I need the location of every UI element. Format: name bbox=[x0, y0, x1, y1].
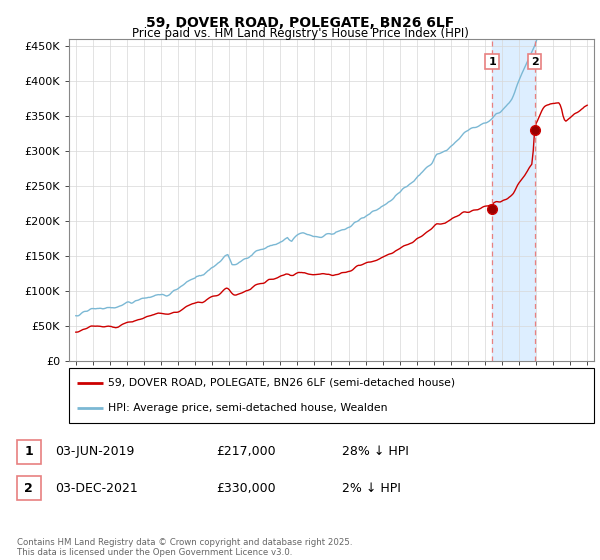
Text: 2% ↓ HPI: 2% ↓ HPI bbox=[342, 482, 401, 495]
Text: 28% ↓ HPI: 28% ↓ HPI bbox=[342, 445, 409, 459]
Text: 03-JUN-2019: 03-JUN-2019 bbox=[55, 445, 134, 459]
Text: 2: 2 bbox=[531, 57, 539, 67]
Bar bbox=[492, 39, 535, 361]
Text: 59, DOVER ROAD, POLEGATE, BN26 6LF (semi-detached house): 59, DOVER ROAD, POLEGATE, BN26 6LF (semi… bbox=[109, 378, 455, 388]
Text: 59, DOVER ROAD, POLEGATE, BN26 6LF: 59, DOVER ROAD, POLEGATE, BN26 6LF bbox=[146, 16, 454, 30]
Text: 1: 1 bbox=[25, 445, 33, 459]
Text: 1: 1 bbox=[488, 57, 496, 67]
Text: HPI: Average price, semi-detached house, Wealden: HPI: Average price, semi-detached house,… bbox=[109, 403, 388, 413]
Text: Price paid vs. HM Land Registry's House Price Index (HPI): Price paid vs. HM Land Registry's House … bbox=[131, 27, 469, 40]
Text: 03-DEC-2021: 03-DEC-2021 bbox=[55, 482, 138, 495]
Text: Contains HM Land Registry data © Crown copyright and database right 2025.
This d: Contains HM Land Registry data © Crown c… bbox=[17, 538, 352, 557]
Text: £217,000: £217,000 bbox=[216, 445, 275, 459]
Text: 2: 2 bbox=[25, 482, 33, 495]
Text: £330,000: £330,000 bbox=[216, 482, 275, 495]
